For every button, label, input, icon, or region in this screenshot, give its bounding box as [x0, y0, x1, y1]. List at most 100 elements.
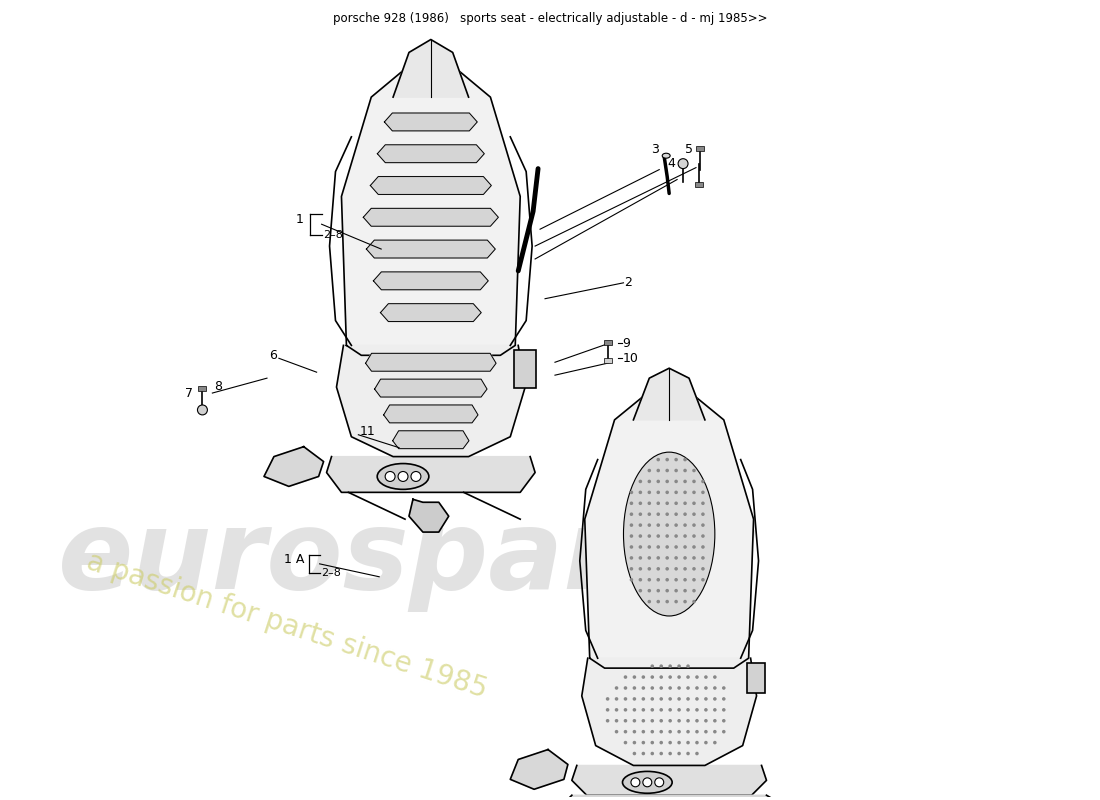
- Circle shape: [674, 469, 678, 472]
- Circle shape: [411, 471, 421, 482]
- Text: 8: 8: [214, 379, 222, 393]
- Circle shape: [659, 664, 663, 668]
- Circle shape: [657, 469, 660, 472]
- Circle shape: [713, 719, 716, 722]
- Circle shape: [641, 675, 645, 679]
- Circle shape: [639, 589, 642, 593]
- Circle shape: [632, 697, 636, 701]
- Polygon shape: [373, 272, 488, 290]
- Polygon shape: [375, 379, 487, 397]
- Circle shape: [642, 778, 652, 786]
- Circle shape: [639, 545, 642, 549]
- Circle shape: [695, 675, 698, 679]
- Circle shape: [674, 490, 678, 494]
- Circle shape: [701, 490, 705, 494]
- Circle shape: [713, 708, 716, 712]
- Circle shape: [701, 513, 705, 516]
- Circle shape: [629, 534, 634, 538]
- Circle shape: [666, 556, 669, 560]
- Ellipse shape: [624, 452, 715, 616]
- Circle shape: [678, 719, 681, 722]
- Circle shape: [695, 697, 698, 701]
- Circle shape: [632, 719, 636, 722]
- Polygon shape: [384, 113, 477, 131]
- Ellipse shape: [662, 154, 670, 158]
- Circle shape: [722, 697, 726, 701]
- Polygon shape: [341, 47, 520, 355]
- Circle shape: [659, 719, 663, 722]
- Circle shape: [650, 697, 654, 701]
- Circle shape: [624, 730, 627, 734]
- Circle shape: [398, 471, 408, 482]
- Circle shape: [683, 567, 686, 570]
- Circle shape: [683, 556, 686, 560]
- Circle shape: [631, 778, 640, 786]
- Circle shape: [632, 741, 636, 744]
- Circle shape: [695, 708, 698, 712]
- Circle shape: [683, 589, 686, 593]
- Circle shape: [657, 589, 660, 593]
- Circle shape: [686, 719, 690, 722]
- Circle shape: [629, 556, 634, 560]
- Circle shape: [650, 741, 654, 744]
- Text: 10: 10: [623, 352, 638, 365]
- Circle shape: [701, 578, 705, 582]
- Polygon shape: [409, 499, 449, 532]
- Circle shape: [674, 600, 678, 603]
- Polygon shape: [363, 208, 498, 226]
- Circle shape: [678, 752, 681, 755]
- Circle shape: [639, 513, 642, 516]
- Circle shape: [701, 502, 705, 505]
- Circle shape: [659, 730, 663, 734]
- Circle shape: [683, 545, 686, 549]
- Circle shape: [669, 719, 672, 722]
- Circle shape: [683, 458, 686, 462]
- Circle shape: [632, 675, 636, 679]
- Circle shape: [674, 502, 678, 505]
- Circle shape: [686, 686, 690, 690]
- Circle shape: [624, 708, 627, 712]
- Circle shape: [686, 730, 690, 734]
- Circle shape: [648, 469, 651, 472]
- Circle shape: [704, 686, 707, 690]
- Circle shape: [692, 490, 696, 494]
- Polygon shape: [365, 354, 496, 371]
- Circle shape: [648, 534, 651, 538]
- Circle shape: [615, 730, 618, 734]
- Circle shape: [692, 534, 696, 538]
- Circle shape: [683, 490, 686, 494]
- Circle shape: [657, 556, 660, 560]
- Circle shape: [683, 480, 686, 483]
- Circle shape: [678, 708, 681, 712]
- Circle shape: [654, 778, 663, 786]
- Circle shape: [657, 600, 660, 603]
- Circle shape: [686, 697, 690, 701]
- Circle shape: [686, 708, 690, 712]
- Circle shape: [701, 567, 705, 570]
- Text: 2–8: 2–8: [323, 230, 343, 240]
- Circle shape: [650, 708, 654, 712]
- Circle shape: [674, 589, 678, 593]
- Circle shape: [629, 502, 634, 505]
- Circle shape: [624, 675, 627, 679]
- Text: 6: 6: [270, 349, 277, 362]
- Circle shape: [657, 523, 660, 527]
- Circle shape: [674, 556, 678, 560]
- Circle shape: [615, 697, 618, 701]
- Circle shape: [659, 752, 663, 755]
- Circle shape: [629, 490, 634, 494]
- Circle shape: [683, 600, 686, 603]
- Circle shape: [629, 513, 634, 516]
- Polygon shape: [264, 446, 323, 486]
- Circle shape: [669, 697, 672, 701]
- Circle shape: [683, 534, 686, 538]
- Polygon shape: [393, 430, 469, 449]
- Circle shape: [666, 567, 669, 570]
- Circle shape: [657, 545, 660, 549]
- Circle shape: [632, 730, 636, 734]
- Circle shape: [692, 545, 696, 549]
- Circle shape: [669, 752, 672, 755]
- Circle shape: [674, 513, 678, 516]
- Circle shape: [198, 405, 208, 415]
- Circle shape: [683, 523, 686, 527]
